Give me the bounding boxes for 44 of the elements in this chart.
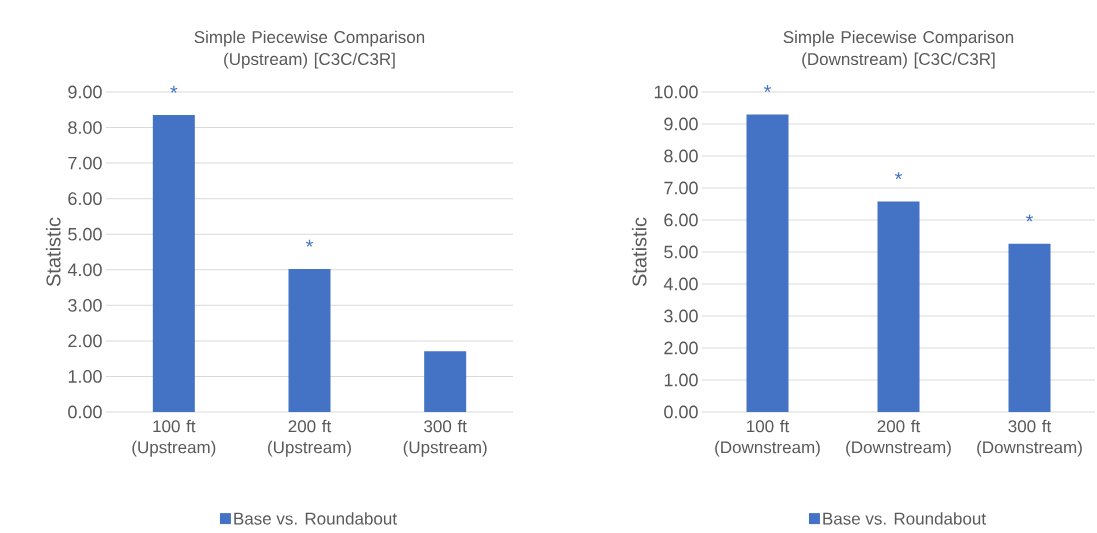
y-tick-label: 8.00 xyxy=(68,121,102,134)
y-tick-label: 6.00 xyxy=(68,192,102,206)
y-tick-label: 10.00 xyxy=(654,85,698,99)
y-tick-label: 9.00 xyxy=(664,117,698,131)
y-tick-label: 5.00 xyxy=(68,227,102,241)
y-axis-title: Statistic xyxy=(631,217,647,287)
legend-label: Base vs. Roundabout xyxy=(234,512,397,525)
y-tick-label: 3.00 xyxy=(664,309,698,323)
annotation: * xyxy=(170,85,178,93)
legend-label: Base vs. Roundabout xyxy=(823,512,986,525)
y-tick-label: 8.00 xyxy=(664,149,698,163)
x-tick-label: 200 ft (Upstream) xyxy=(268,419,351,457)
x-tick-label: 100 ft (Downstream) xyxy=(715,419,820,457)
y-tick-label: 0.00 xyxy=(68,405,102,419)
x-tick-label: 100 ft (Upstream) xyxy=(132,419,216,457)
y-tick-label: 7.00 xyxy=(68,156,102,170)
y-tick-label: 6.00 xyxy=(664,213,698,227)
bar xyxy=(424,351,467,412)
bar xyxy=(288,269,331,412)
y-tick-label: 0.00 xyxy=(664,405,698,419)
y-tick-label: 1.00 xyxy=(664,373,698,387)
chart-title: Simple Piecewise Comparison (Downstream) [C3C/C3R] xyxy=(783,30,1014,69)
y-tick-label: 4.00 xyxy=(663,277,698,291)
y-tick-label: 2.00 xyxy=(664,341,698,355)
bar xyxy=(1008,243,1051,412)
x-tick-label: 200 ft (Downstream) xyxy=(846,419,951,457)
y-tick-label: 2.00 xyxy=(68,334,102,348)
bar xyxy=(152,115,195,412)
x-tick-label: 300 ft (Downstream) xyxy=(977,419,1082,457)
bar xyxy=(877,201,920,412)
bar xyxy=(746,114,789,412)
annotation: * xyxy=(1025,214,1034,222)
y-tick-label: 4.00 xyxy=(67,263,102,277)
y-tick-label: 1.00 xyxy=(68,370,102,383)
y-tick-label: 9.00 xyxy=(68,85,102,99)
annotation: * xyxy=(894,172,903,180)
y-axis-title: Statistic xyxy=(45,217,61,287)
annotation: * xyxy=(763,85,772,93)
chart-title: Simple Piecewise Comparison (Upstream) [C3C/C3R] xyxy=(194,30,425,69)
y-tick-label: 7.00 xyxy=(664,181,698,195)
y-tick-label: 5.00 xyxy=(664,245,698,259)
x-tick-label: 300 ft (Upstream) xyxy=(403,419,487,457)
annotation: * xyxy=(305,239,314,247)
y-tick-label: 3.00 xyxy=(68,298,102,312)
